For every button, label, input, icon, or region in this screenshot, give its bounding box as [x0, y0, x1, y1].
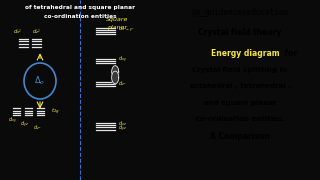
Text: $\Delta_o$: $\Delta_o$ [35, 75, 45, 87]
Polygon shape [112, 71, 119, 84]
Text: and square planar: and square planar [204, 100, 276, 106]
Text: A Comparison: A Comparison [210, 132, 270, 141]
Text: co-ordination entities: co-ordination entities [44, 14, 116, 19]
Text: $d_{xy}$: $d_{xy}$ [118, 55, 127, 65]
Text: $d_{z^2}$: $d_{z^2}$ [118, 79, 126, 87]
Text: planar: planar [107, 25, 127, 30]
Text: $d_{yz}$: $d_{yz}$ [20, 120, 29, 130]
Text: octahedral , tetrahedral ,: octahedral , tetrahedral , [189, 83, 291, 89]
Text: $d_{x^2}$: $d_{x^2}$ [13, 27, 22, 36]
Text: co-ordination entities.: co-ordination entities. [196, 116, 284, 122]
Text: of tetrahedral and square planar: of tetrahedral and square planar [25, 5, 135, 10]
Text: $d_{xy}$: $d_{xy}$ [8, 116, 17, 126]
Text: $d_{z^2}$: $d_{z^2}$ [33, 124, 41, 132]
Polygon shape [112, 66, 119, 78]
Text: Square: Square [106, 17, 128, 22]
Text: Energy diagram: Energy diagram [211, 50, 280, 59]
Text: $d_{yz}$: $d_{yz}$ [118, 124, 126, 134]
Text: Crystal field theory: Crystal field theory [198, 28, 282, 37]
Text: $d_{z^2}$: $d_{z^2}$ [32, 27, 41, 36]
Text: Crystal field splitting in: Crystal field splitting in [192, 67, 288, 73]
Text: $t_{2g}$: $t_{2g}$ [51, 107, 60, 117]
Text: $d_{xz}$: $d_{xz}$ [118, 119, 126, 128]
Text: $d_{x^2-y^2}$: $d_{x^2-y^2}$ [118, 24, 134, 35]
Text: for: for [282, 50, 297, 59]
Text: @a_guidanceeeducation: @a_guidanceeeducation [191, 8, 289, 17]
